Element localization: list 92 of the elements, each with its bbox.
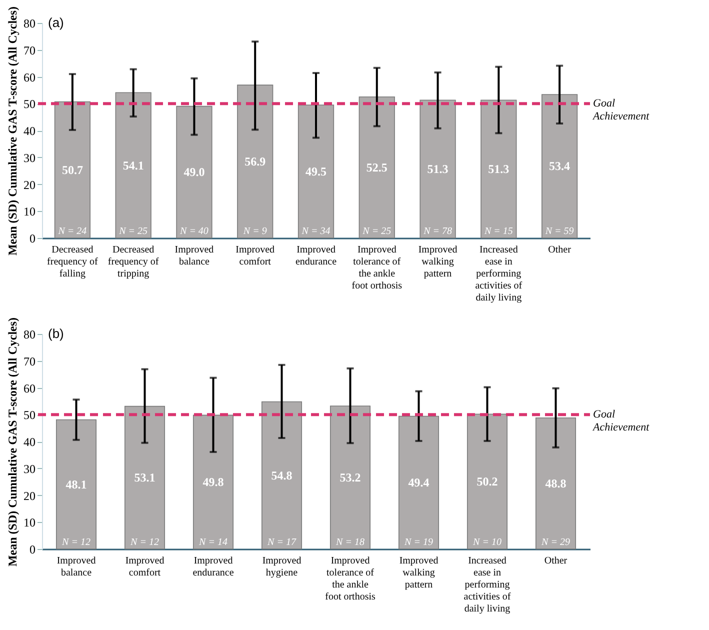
data-label: 53.4 xyxy=(549,159,570,174)
x-tick-label: Improved endurance xyxy=(192,556,234,578)
data-label: 49.5 xyxy=(306,164,326,178)
annotation: N = 19 xyxy=(404,537,433,548)
y-tick-label: 50 xyxy=(24,97,36,112)
annotation: N = 24 xyxy=(57,226,87,237)
y-tick-label: 40 xyxy=(24,435,36,449)
y-tick-label: 20 xyxy=(24,178,36,192)
ref-line-label: Goal Achievement xyxy=(592,98,650,123)
bar xyxy=(124,406,166,550)
y-tick-label: 70 xyxy=(24,354,36,368)
annotation: N = 12 xyxy=(130,537,159,548)
data-label: 49.8 xyxy=(202,475,224,490)
y-tick-label: 0 xyxy=(30,232,36,246)
chart-title: (a) xyxy=(48,15,64,30)
x-tick-label: Improved hygiene xyxy=(262,556,302,578)
y-tick-label: 10 xyxy=(24,516,36,530)
data-label: 51.3 xyxy=(488,162,510,176)
y-tick-label: 60 xyxy=(24,70,36,84)
data-label: 49.4 xyxy=(408,476,430,490)
annotation: N = 14 xyxy=(198,537,228,548)
y-axis-title: Mean (SD) Cumulative GAS T-score (All Cycles) xyxy=(6,317,20,567)
x-tick-label: Improved walking pattern xyxy=(399,556,438,590)
data-label: 53.1 xyxy=(134,470,156,485)
x-tick-label: Increased ease in performing activities of daily living xyxy=(464,556,512,614)
bar xyxy=(542,94,578,238)
data-label: 52.5 xyxy=(366,160,388,174)
bar xyxy=(420,100,456,238)
bar xyxy=(54,101,90,238)
bar xyxy=(535,417,576,550)
annotation: N = 59 xyxy=(544,226,574,237)
bar xyxy=(330,406,371,550)
bar xyxy=(398,416,440,550)
x-tick-label: Improved walking pattern xyxy=(418,244,458,280)
bar xyxy=(466,414,508,550)
y-tick-label: 80 xyxy=(24,328,36,342)
bar xyxy=(358,96,395,238)
data-label: 53.2 xyxy=(340,470,361,485)
bar xyxy=(56,419,97,550)
annotation: N = 29 xyxy=(540,537,570,548)
y-tick-label: 10 xyxy=(24,204,36,219)
bar xyxy=(115,92,152,238)
data-label: 54.1 xyxy=(122,158,144,172)
x-tick-label: Improved endurance xyxy=(295,244,338,268)
bar xyxy=(176,106,212,238)
annotation: N = 10 xyxy=(472,537,502,548)
x-tick-label: Other xyxy=(544,556,568,566)
y-tick-label: 0 xyxy=(30,542,36,556)
bar xyxy=(261,401,302,550)
annotation: N = 9 xyxy=(242,226,267,237)
x-tick-label: Other xyxy=(548,244,572,256)
data-label: 49.0 xyxy=(184,165,205,180)
bar xyxy=(192,414,234,550)
data-label: 56.9 xyxy=(244,154,266,169)
x-tick-label: Increased ease in performing activities of daily living xyxy=(475,244,523,304)
y-tick-label: 70 xyxy=(24,43,36,58)
bar xyxy=(237,84,274,238)
x-tick-label: Improved balance xyxy=(174,244,214,268)
annotation: N = 12 xyxy=(61,537,90,548)
x-tick-label: Decreased frequency of falling xyxy=(47,244,99,280)
x-tick-label: Decreased frequency of tripping xyxy=(108,244,160,280)
annotation: N = 17 xyxy=(266,537,297,548)
y-tick-label: 80 xyxy=(24,16,36,30)
x-tick-label: Improved tolerance of the ankle foot orthosis xyxy=(352,244,402,292)
annotation: N = 25 xyxy=(118,226,148,237)
bar xyxy=(298,104,334,238)
data-label: 50.2 xyxy=(476,474,498,489)
annotation: N = 18 xyxy=(335,537,364,548)
chart-title: (b) xyxy=(48,326,64,341)
y-tick-label: 30 xyxy=(24,150,36,165)
annotation: N = 34 xyxy=(300,226,330,237)
x-tick-label: Improved comfort xyxy=(125,556,164,578)
ref-line-label: Goal Achievement xyxy=(592,408,650,434)
bar xyxy=(480,100,517,238)
data-label: 48.1 xyxy=(66,477,87,492)
annotation: N = 40 xyxy=(179,226,208,237)
annotation: N = 15 xyxy=(483,226,513,237)
y-axis-title: Mean (SD) Cumulative GAS T-score (All Cycles) xyxy=(6,6,20,256)
x-tick-label: Improved balance xyxy=(56,556,96,578)
data-label: 54.8 xyxy=(271,468,292,482)
y-tick-label: 50 xyxy=(24,408,36,422)
y-tick-label: 60 xyxy=(24,381,36,396)
data-label: 51.3 xyxy=(427,162,448,176)
data-label: 50.7 xyxy=(62,162,83,177)
y-tick-label: 30 xyxy=(24,462,36,476)
annotation: N = 78 xyxy=(422,226,452,237)
y-tick-label: 40 xyxy=(24,124,36,138)
annotation: N = 25 xyxy=(362,226,392,237)
x-tick-label: Improved comfort xyxy=(236,244,275,268)
x-tick-label: Improved tolerance of the ankle foot orthosis xyxy=(325,556,376,602)
y-tick-label: 20 xyxy=(24,488,36,503)
data-label: 48.8 xyxy=(545,476,566,490)
